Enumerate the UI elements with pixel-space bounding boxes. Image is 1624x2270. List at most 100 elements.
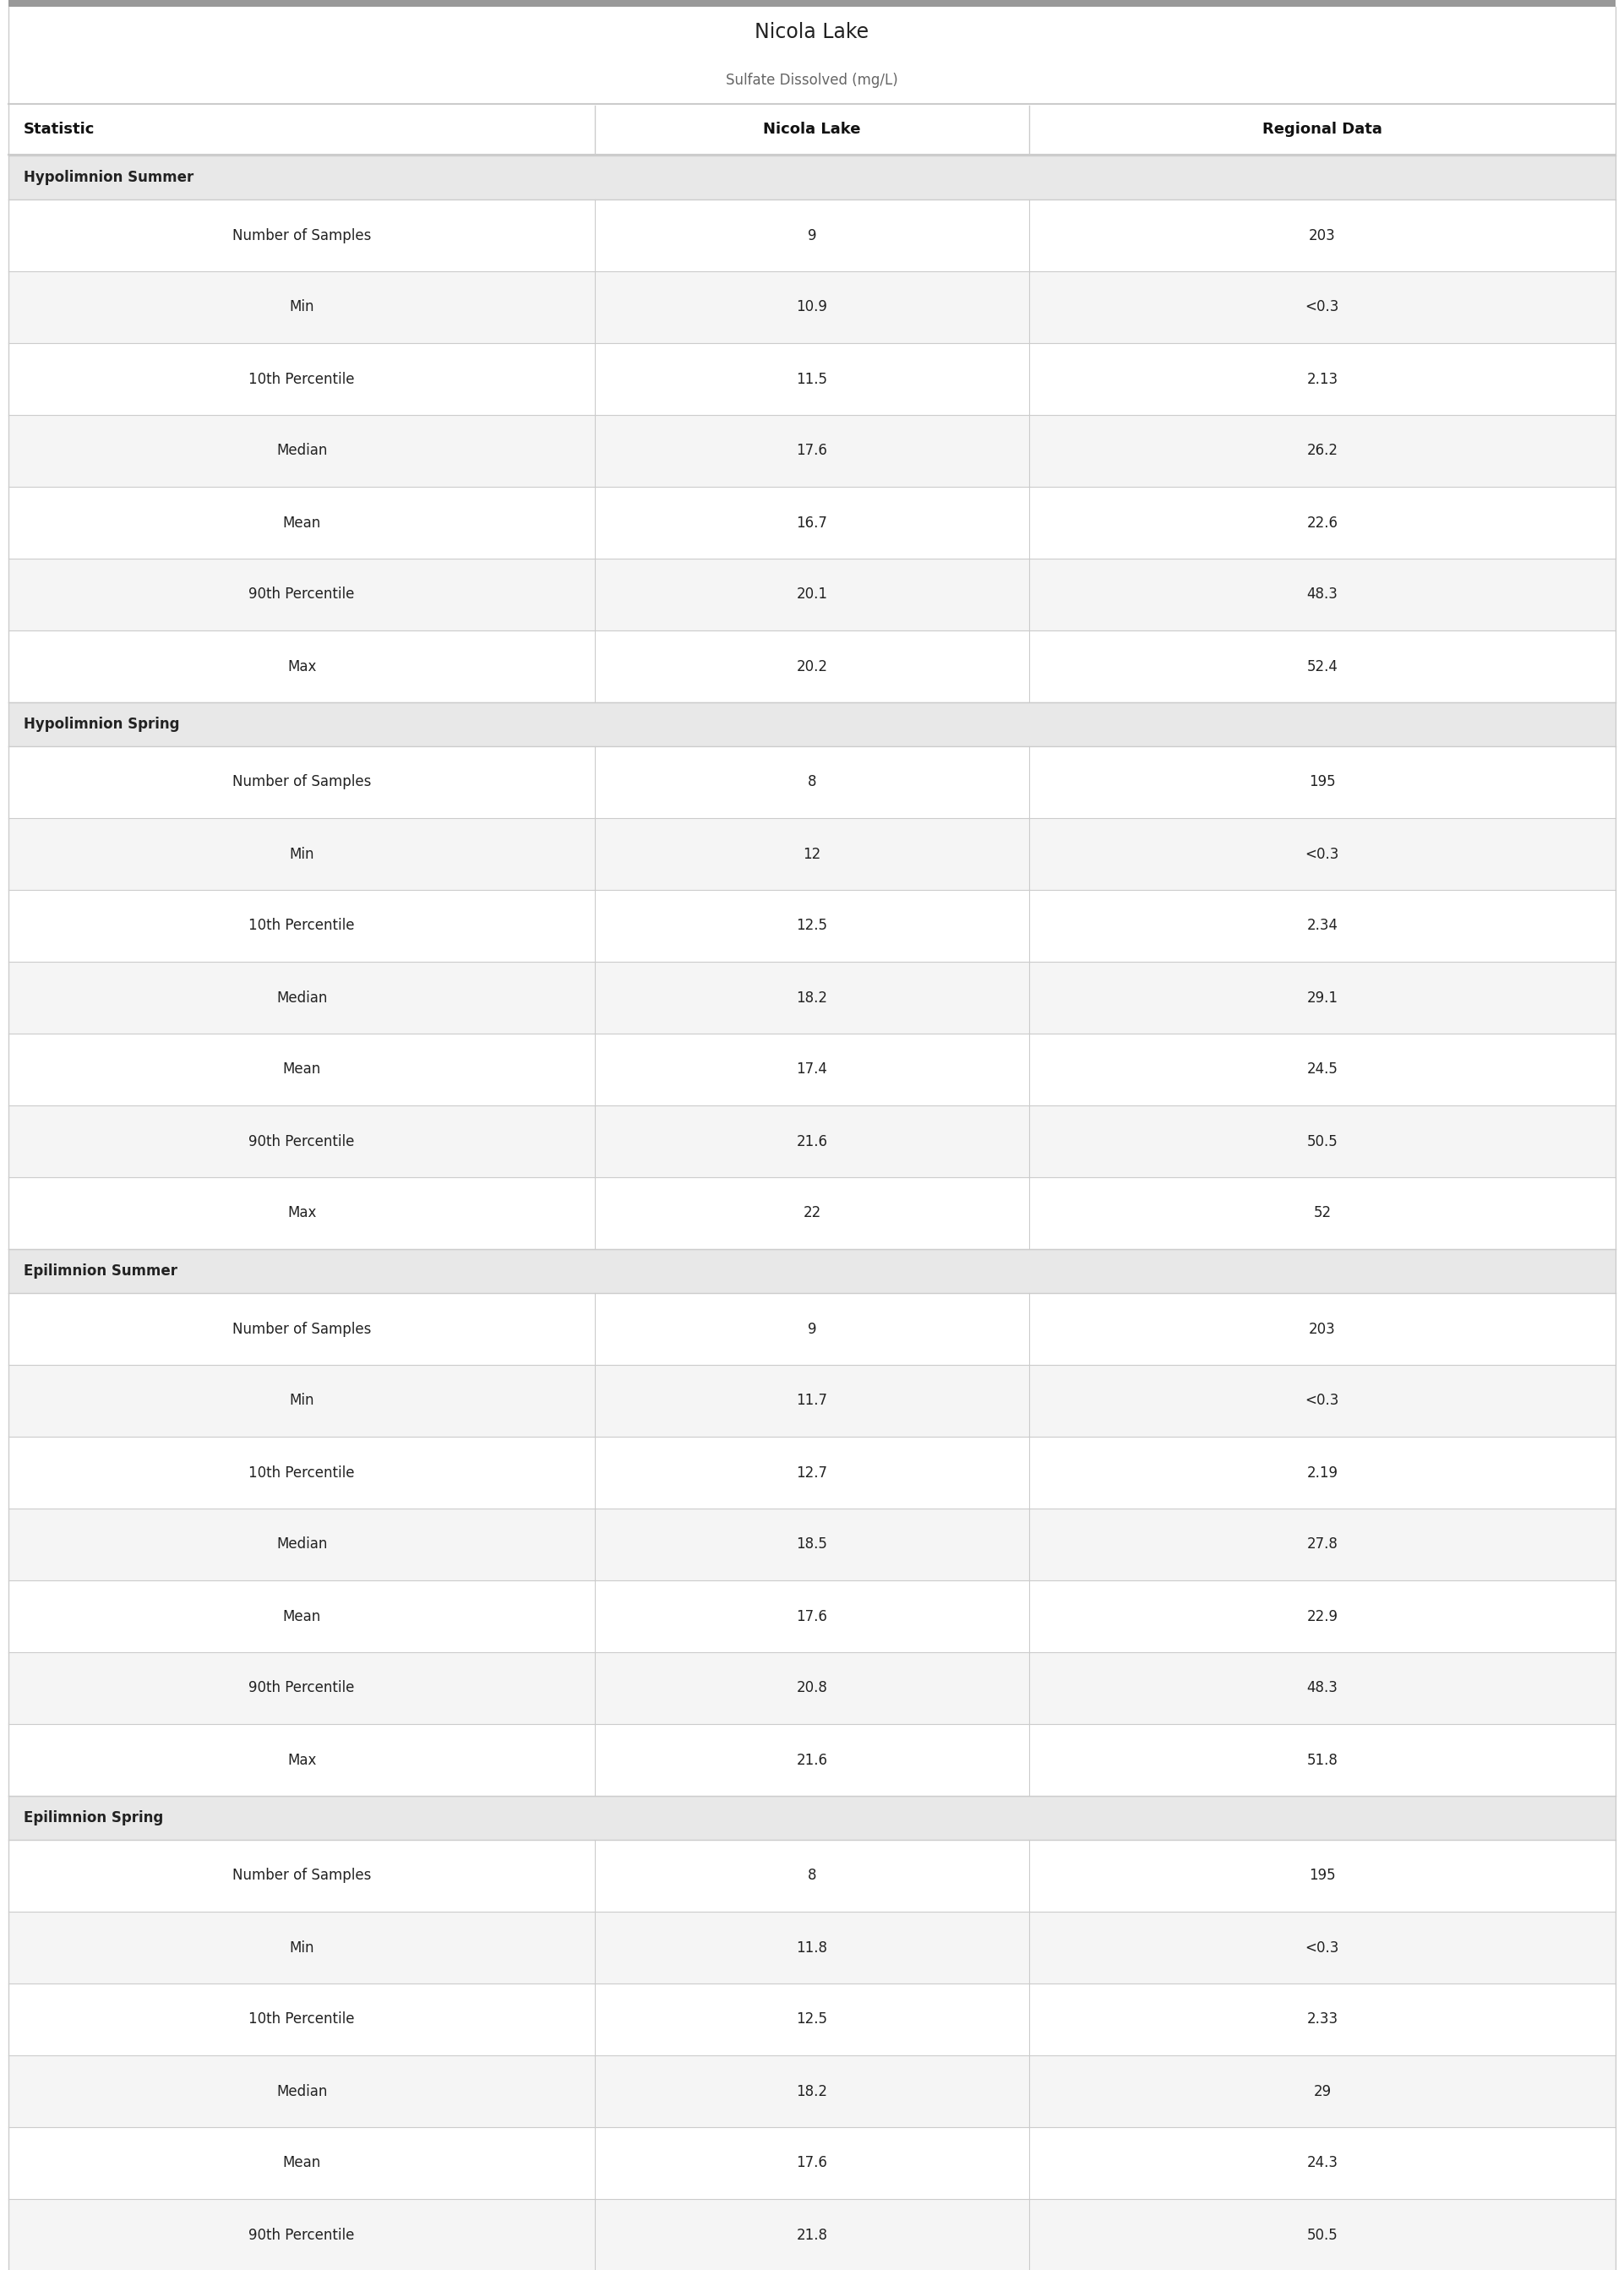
Text: 22.6: 22.6 [1307, 515, 1338, 531]
Text: <0.3: <0.3 [1306, 1394, 1340, 1407]
Text: 2.34: 2.34 [1307, 919, 1338, 933]
Text: 27.8: 27.8 [1307, 1537, 1338, 1553]
Text: 10th Percentile: 10th Percentile [248, 372, 354, 386]
Bar [8, 2200, 1616, 2270]
Text: 26.2: 26.2 [1307, 443, 1338, 459]
Text: Hypolimnion Summer: Hypolimnion Summer [24, 170, 193, 186]
Text: 11.7: 11.7 [796, 1394, 828, 1407]
Bar [8, 486, 1616, 558]
Text: Number of Samples: Number of Samples [232, 227, 372, 243]
Bar [8, 701, 1616, 747]
Text: Min: Min [289, 300, 313, 316]
Text: Hypolimnion Spring: Hypolimnion Spring [24, 717, 180, 731]
Text: 2.33: 2.33 [1307, 2011, 1338, 2027]
Bar [8, 157, 1616, 200]
Text: 195: 195 [1309, 1868, 1335, 1884]
Text: 8: 8 [807, 774, 817, 790]
Bar [8, 1178, 1616, 1249]
Text: 48.3: 48.3 [1307, 588, 1338, 602]
Text: 17.4: 17.4 [796, 1062, 828, 1076]
Bar [8, 1580, 1616, 1653]
Text: Mean: Mean [283, 515, 322, 531]
Text: Median: Median [276, 2084, 328, 2100]
Text: 20.1: 20.1 [796, 588, 828, 602]
Text: 20.2: 20.2 [796, 658, 828, 674]
Text: 12.7: 12.7 [796, 1464, 828, 1480]
Bar [8, 1723, 1616, 1796]
Bar [8, 1984, 1616, 2054]
Text: Max: Max [287, 1205, 317, 1221]
Text: 17.6: 17.6 [796, 443, 828, 459]
Bar [8, 343, 1616, 415]
Text: Mean: Mean [283, 1609, 322, 1623]
Text: Nicola Lake: Nicola Lake [755, 23, 869, 43]
Text: <0.3: <0.3 [1306, 847, 1340, 863]
Text: Median: Median [276, 1537, 328, 1553]
Text: Max: Max [287, 658, 317, 674]
Bar [8, 1294, 1616, 1364]
Bar [8, 1105, 1616, 1178]
Text: Median: Median [276, 990, 328, 1006]
Text: 2.19: 2.19 [1307, 1464, 1338, 1480]
Bar [8, 272, 1616, 343]
Text: 9: 9 [807, 227, 817, 243]
Text: Number of Samples: Number of Samples [232, 1321, 372, 1337]
Text: 9: 9 [807, 1321, 817, 1337]
Text: 48.3: 48.3 [1307, 1680, 1338, 1696]
Text: 195: 195 [1309, 774, 1335, 790]
Bar [8, 1796, 1616, 1839]
Bar [8, 7, 1616, 104]
Text: 52: 52 [1314, 1205, 1332, 1221]
Text: 203: 203 [1309, 1321, 1335, 1337]
Text: 11.5: 11.5 [796, 372, 828, 386]
Bar [8, 890, 1616, 962]
Text: 203: 203 [1309, 227, 1335, 243]
Text: 12: 12 [802, 847, 822, 863]
Bar [8, 104, 1616, 154]
Text: 10th Percentile: 10th Percentile [248, 1464, 354, 1480]
Text: 11.8: 11.8 [796, 1941, 828, 1954]
Bar [8, 631, 1616, 701]
Text: 16.7: 16.7 [796, 515, 828, 531]
Text: 17.6: 17.6 [796, 1609, 828, 1623]
Text: 50.5: 50.5 [1307, 1133, 1338, 1149]
Text: Number of Samples: Number of Samples [232, 1868, 372, 1884]
Bar [8, 2054, 1616, 2127]
Text: 22.9: 22.9 [1307, 1609, 1338, 1623]
Bar [8, 0, 1616, 7]
Bar [8, 1437, 1616, 1510]
Bar [8, 817, 1616, 890]
Text: Min: Min [289, 1941, 313, 1954]
Bar [8, 200, 1616, 272]
Bar [8, 1249, 1616, 1294]
Bar [8, 2127, 1616, 2200]
Text: 18.2: 18.2 [796, 990, 828, 1006]
Text: Nicola Lake: Nicola Lake [763, 123, 861, 136]
Text: 52.4: 52.4 [1307, 658, 1338, 674]
Text: Min: Min [289, 1394, 313, 1407]
Text: Min: Min [289, 847, 313, 863]
Text: 10.9: 10.9 [796, 300, 828, 316]
Text: 90th Percentile: 90th Percentile [248, 588, 354, 602]
Text: Max: Max [287, 1752, 317, 1768]
Bar [8, 747, 1616, 817]
Bar [8, 1510, 1616, 1580]
Bar [8, 558, 1616, 631]
Text: <0.3: <0.3 [1306, 1941, 1340, 1954]
Bar [8, 1033, 1616, 1105]
Bar [8, 415, 1616, 486]
Text: 50.5: 50.5 [1307, 2227, 1338, 2243]
Text: 17.6: 17.6 [796, 2156, 828, 2170]
Text: Epilimnion Summer: Epilimnion Summer [24, 1264, 177, 1278]
Text: 12.5: 12.5 [796, 919, 828, 933]
Text: 90th Percentile: 90th Percentile [248, 2227, 354, 2243]
Text: Regional Data: Regional Data [1262, 123, 1382, 136]
Text: Number of Samples: Number of Samples [232, 774, 372, 790]
Text: 24.3: 24.3 [1307, 2156, 1338, 2170]
Text: Mean: Mean [283, 1062, 322, 1076]
Text: 51.8: 51.8 [1307, 1752, 1338, 1768]
Bar [8, 1839, 1616, 1911]
Text: 29: 29 [1314, 2084, 1332, 2100]
Text: 20.8: 20.8 [796, 1680, 828, 1696]
Text: 22: 22 [802, 1205, 822, 1221]
